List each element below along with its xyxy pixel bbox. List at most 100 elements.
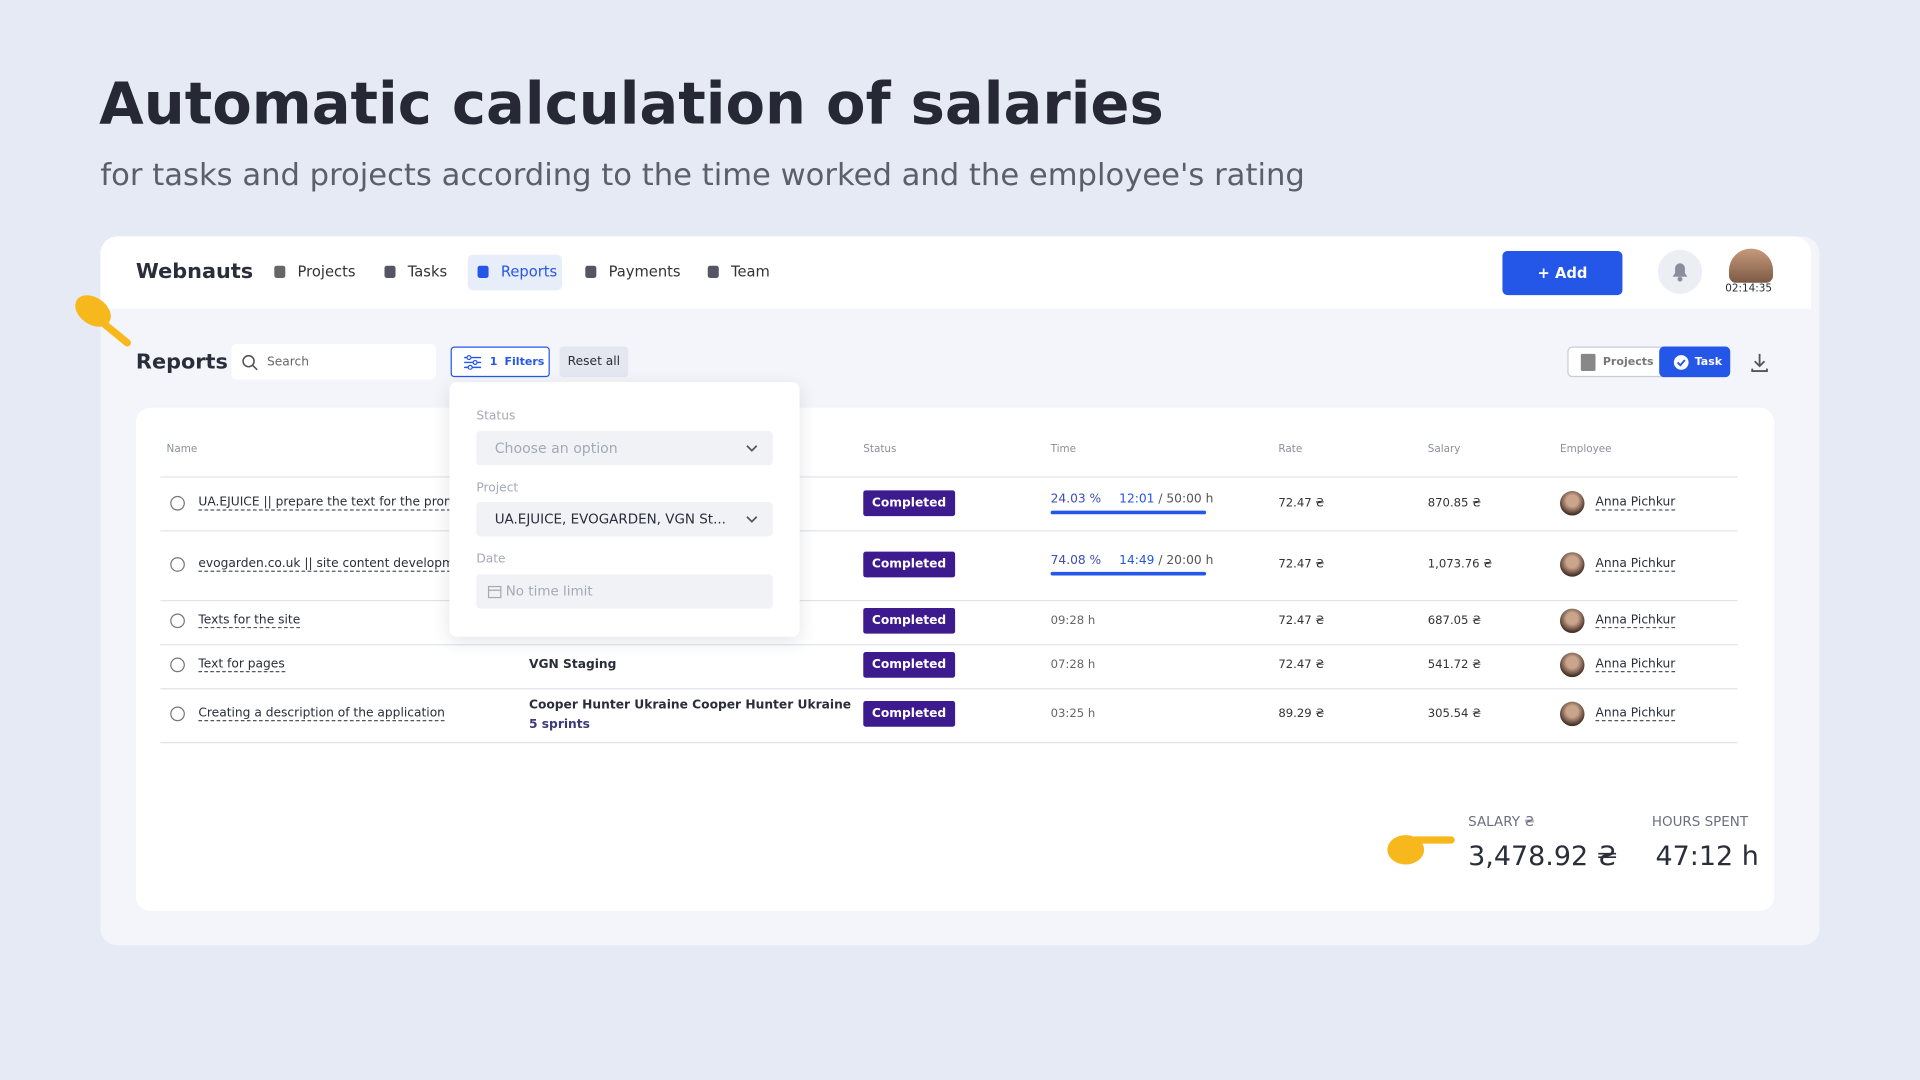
nav-icon (707, 265, 719, 278)
column-header: Employee (1560, 443, 1612, 456)
project-label: Project (476, 481, 519, 496)
nav-item[interactable]: Reports (500, 263, 558, 281)
row-separator (160, 476, 1738, 478)
calendar-icon (487, 585, 502, 599)
employee-avatar (1560, 552, 1585, 577)
row-separator (160, 644, 1738, 646)
date-placeholder: No time limit (505, 583, 593, 600)
chevron (746, 445, 758, 452)
reset-button[interactable]: Reset all (559, 346, 629, 378)
project-name: VGN Staging (528, 658, 617, 672)
nav-item[interactable]: Tasks (407, 263, 448, 281)
toggle-projects[interactable]: Projects (1602, 356, 1654, 369)
nav-icon (384, 265, 396, 278)
stopwatch-icon (170, 495, 185, 511)
time-percent: 74.08 % (1050, 554, 1102, 568)
rate: 89.29 ₴ (1278, 707, 1325, 721)
hours-total: 47:12 h (1655, 841, 1759, 873)
project-select[interactable]: UA.EJUICE, EVOGARDEN, VGN St... (476, 502, 773, 537)
time: 09:28 h (1050, 614, 1096, 628)
nav-item[interactable]: Projects (297, 263, 356, 281)
reports-title: Reports (135, 350, 228, 375)
employee-avatar (1560, 491, 1585, 516)
task-name: Text for pages (198, 657, 285, 673)
column-header: Salary (1427, 443, 1461, 456)
salary: 687.05 ₴ (1427, 614, 1482, 628)
rate: 72.47 ₴ (1278, 614, 1325, 628)
employee-name: Anna Pichkur (1595, 495, 1676, 511)
time-planned: / 50:00 h (1158, 492, 1214, 507)
employee-name: Anna Pichkur (1595, 613, 1676, 629)
nav-icon (585, 265, 597, 278)
row-separator (160, 600, 1738, 602)
filters-button[interactable]: 1 Filters (450, 346, 550, 378)
toggle-task: Task (1694, 356, 1723, 369)
reports-table-card (135, 407, 1775, 912)
notifications[interactable] (1657, 249, 1703, 294)
search-icon (242, 354, 258, 371)
salary: 1,073.76 ₴ (1427, 557, 1493, 572)
filters-icon (464, 355, 482, 370)
task-name: UA.EJUICE || prepare the text for the pr… (198, 495, 464, 511)
pointing-hand (75, 295, 132, 347)
task-name: evogarden.co.uk || site content developm… (198, 557, 470, 572)
employee-name: Anna Pichkur (1595, 706, 1676, 722)
stopwatch-icon (170, 613, 185, 629)
date-label: Date (476, 552, 506, 567)
employee-avatar (1560, 608, 1585, 634)
time-worked: 12:01 (1119, 492, 1155, 507)
progress-bar (1050, 571, 1207, 576)
filters-label: Filters (504, 356, 545, 369)
employee-name: Anna Pichkur (1595, 557, 1676, 572)
status-badge: Completed (863, 551, 955, 578)
hours-label: HOURS SPENT (1651, 813, 1749, 830)
project-value: UA.EJUICE, EVOGARDEN, VGN St... (494, 511, 726, 528)
salary: 870.85 ₴ (1427, 496, 1482, 511)
status-badge: Completed (863, 607, 955, 634)
column-header: Name (166, 443, 198, 456)
download-button[interactable] (1745, 348, 1774, 377)
toggle-task-bg[interactable] (1659, 346, 1731, 378)
filter-panel: Status Choose an option Project UA.EJUIC… (449, 382, 800, 637)
row-separator (160, 530, 1738, 532)
salary: 541.72 ₴ (1427, 658, 1482, 672)
time-worked: 14:49 (1119, 554, 1155, 568)
status-select[interactable]: Choose an option (476, 431, 773, 466)
add-button[interactable]: + Add (1502, 251, 1623, 296)
project-name: Cooper Hunter Ukraine Cooper Hunter Ukra… (528, 698, 852, 713)
time: 03:25 h (1050, 707, 1096, 721)
status-label-text: Status (476, 409, 516, 424)
projects-icon (1580, 353, 1596, 372)
status-placeholder: Choose an option (494, 439, 618, 457)
time-planned: / 20:00 h (1158, 554, 1214, 568)
time: 07:28 h (1050, 658, 1096, 672)
nav-item[interactable]: Payments (608, 263, 681, 281)
nav-icon (477, 265, 489, 278)
user-avatar[interactable] (1728, 248, 1774, 283)
search-box[interactable]: Search (231, 344, 436, 380)
rate: 72.47 ₴ (1278, 658, 1325, 672)
employee-name: Anna Pichkur (1595, 657, 1676, 673)
column-header: Status (863, 443, 897, 456)
stopwatch-icon (170, 706, 185, 722)
search-placeholder: Search (266, 355, 310, 370)
status-badge: Completed (863, 490, 955, 517)
date-select[interactable]: No time limit (476, 574, 773, 609)
progress-bar (1050, 510, 1207, 515)
time-percent: 24.03 % (1050, 492, 1102, 507)
nav-item[interactable]: Team (731, 263, 770, 281)
chevron (746, 516, 758, 523)
status-badge: Completed (863, 701, 955, 727)
subtitle: for tasks and projects according to the … (100, 156, 1305, 193)
salary-total: 3,478.92 ₴ (1468, 841, 1618, 873)
headline: Automatic calculation of salaries (99, 71, 1164, 139)
timer: 02:14:35 (1722, 282, 1775, 296)
task-name: Texts for the site (198, 613, 301, 629)
bell-icon (1672, 263, 1688, 282)
rate: 72.47 ₴ (1278, 496, 1325, 511)
filters-count: 1 (489, 356, 498, 369)
task-name: Creating a description of the applicatio… (198, 706, 445, 722)
nav-icon (274, 265, 286, 278)
